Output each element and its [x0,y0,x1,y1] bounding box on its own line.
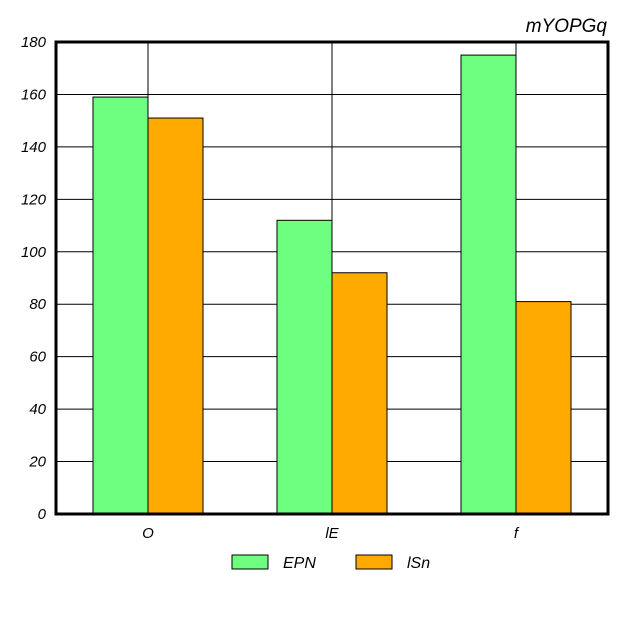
x-tick-label: lE [325,525,339,542]
y-tick-label: 120 [21,191,47,208]
bar-lSn-f [515,301,572,515]
y-tick-label: 20 [28,454,46,471]
x-tick-label: f [514,525,520,542]
y-tick-label: 60 [29,349,46,366]
legend: EPN lSn [231,554,430,572]
y-tick-label: 160 [21,86,47,103]
bar-EPN-f [460,54,517,515]
bar-lSn-lE [331,272,388,515]
y-axis-ticks: 0 20 40 60 80 100 120 140 160 180 [21,34,47,523]
y-tick-label: 140 [21,139,47,156]
bar-EPN-lE [276,219,333,515]
chart-title: mYOPGq [526,16,608,37]
y-tick-label: 0 [38,506,47,523]
bar-lSn-O [147,117,204,515]
bar-EPN-O [92,96,149,515]
y-tick-label: 180 [21,34,47,51]
legend-swatch-EPN [231,554,269,570]
legend-label-EPN: EPN [283,555,316,572]
x-tick-label: O [142,525,154,542]
legend-label-lSn: lSn [407,555,430,572]
y-tick-label: 40 [29,401,46,418]
plot-frame [54,40,610,516]
bars [92,54,572,515]
y-tick-label: 100 [21,244,47,261]
y-tick-label: 80 [29,296,46,313]
legend-swatch-lSn [355,554,393,570]
